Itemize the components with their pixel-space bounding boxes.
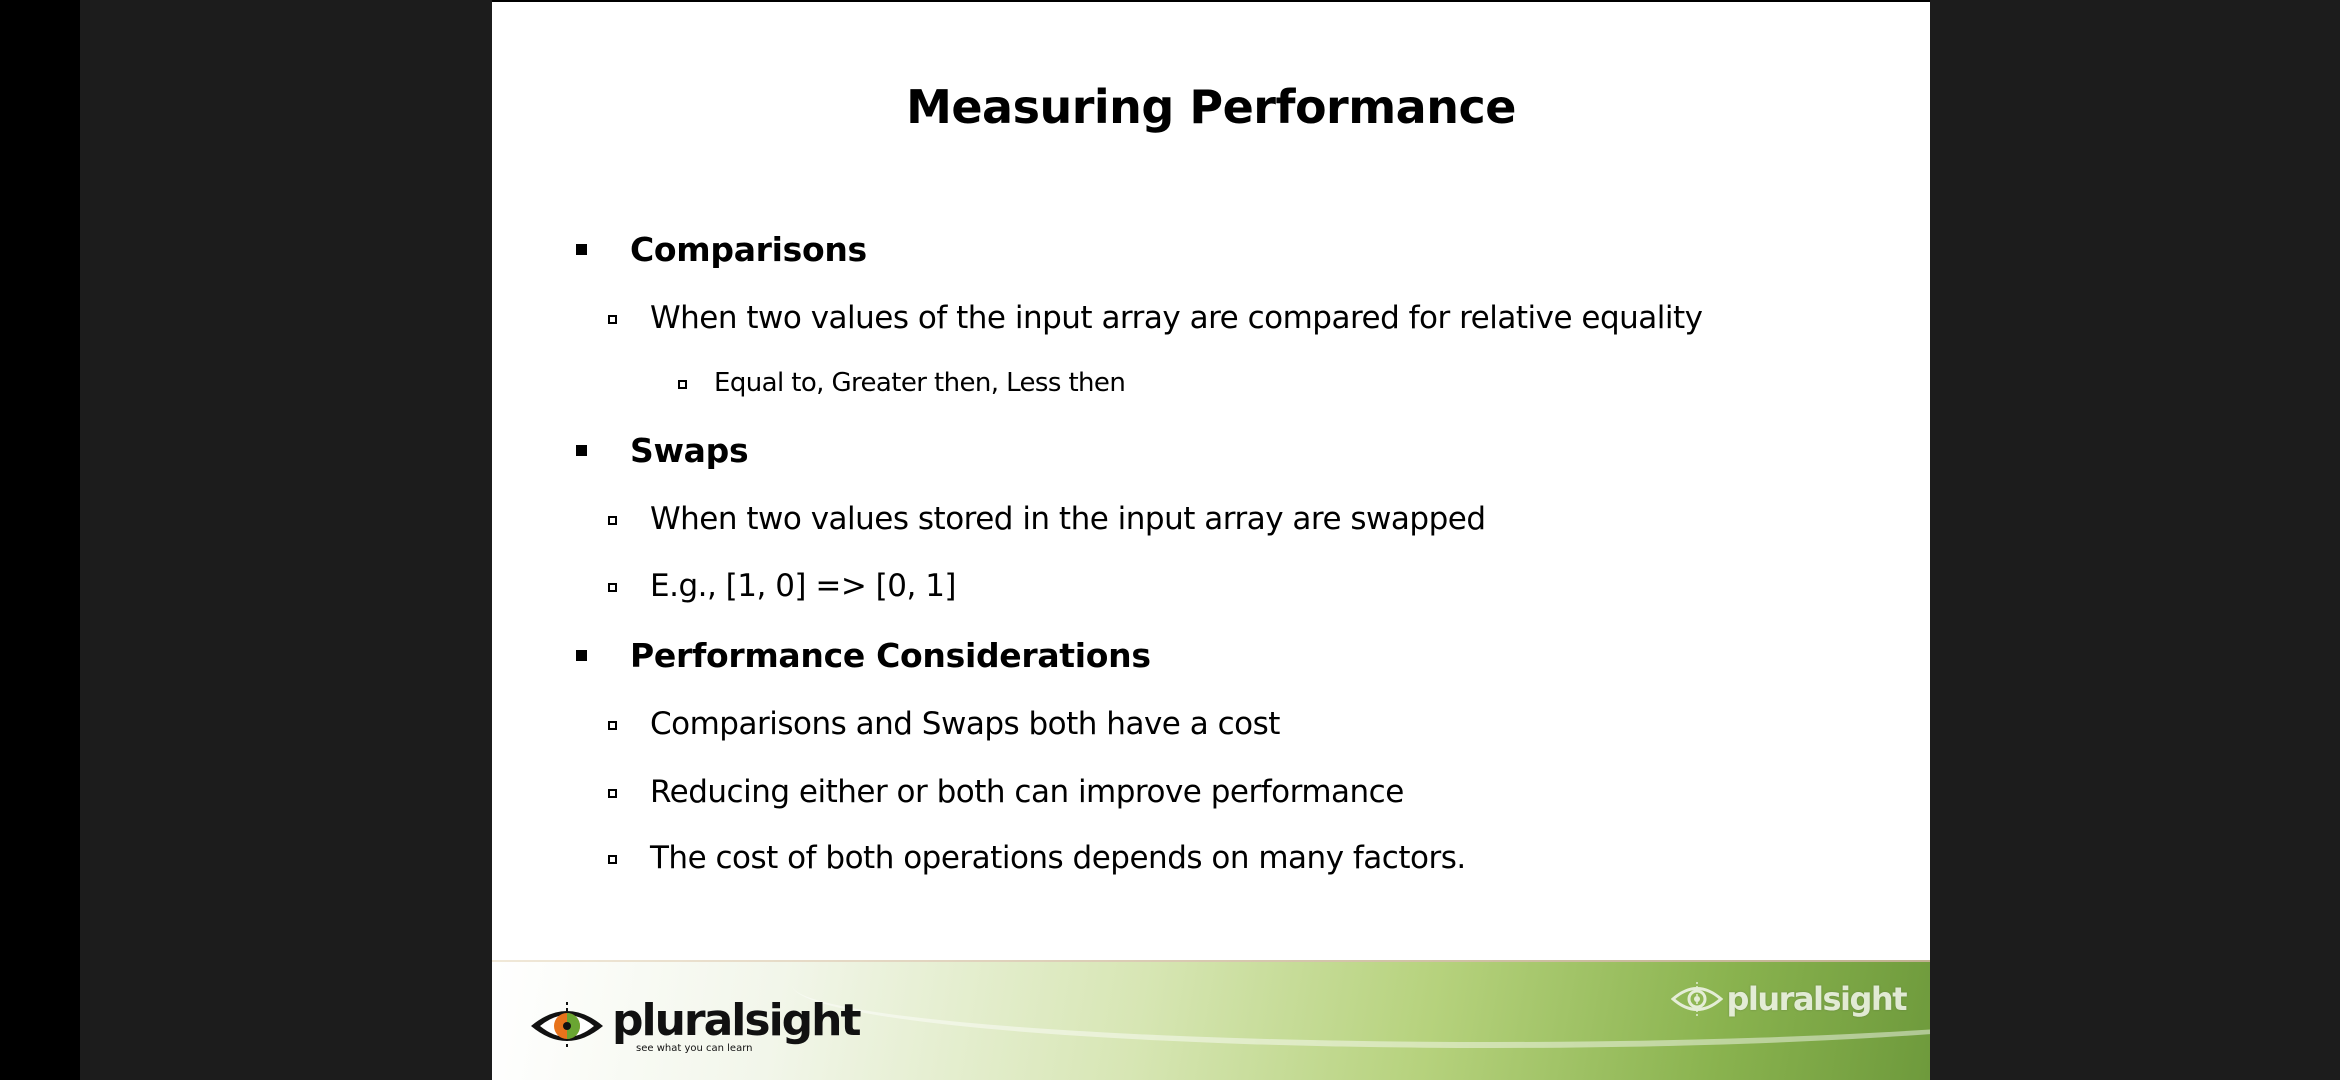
list-item-text: When two values stored in the input arra… [650, 501, 1486, 537]
list-item: Reducing either or both can improve perf… [608, 774, 1404, 810]
eye-icon [531, 1002, 603, 1050]
square-bullet-icon [576, 243, 587, 255]
presentation-slide: Measuring Performance Comparisons When t… [492, 2, 1930, 1080]
logo-wordmark: pluralsight [612, 994, 861, 1046]
hollow-square-bullet-icon [608, 583, 617, 592]
square-bullet-icon [576, 649, 587, 661]
section-heading-text: Performance Considerations [630, 636, 1151, 675]
corner-logo-wordmark: pluralsight [1726, 980, 1908, 1018]
slide-footer: pluralsight see what you can learn plura… [492, 962, 1930, 1080]
list-item-text: Reducing either or both can improve perf… [650, 774, 1404, 810]
list-item-text: E.g., [1, 0] => [0, 1] [650, 568, 957, 604]
pluralsight-logo: pluralsight see what you can learn [528, 986, 861, 1066]
right-letterbox [1930, 0, 2340, 1080]
hollow-square-bullet-icon [678, 380, 687, 389]
section-heading-comparisons: Comparisons [576, 230, 867, 269]
list-item: When two values stored in the input arra… [608, 501, 1486, 537]
list-item: E.g., [1, 0] => [0, 1] [608, 568, 957, 604]
corner-watermark-logo: pluralsight [1670, 980, 1908, 1018]
hollow-square-bullet-icon [608, 855, 617, 864]
hollow-square-bullet-icon [608, 516, 617, 525]
hollow-square-bullet-icon [608, 721, 617, 730]
footer-swoosh [792, 962, 1930, 1048]
section-heading-text: Swaps [630, 431, 749, 470]
section-heading-text: Comparisons [630, 230, 867, 269]
sub-list-item: Equal to, Greater then, Less then [678, 368, 1126, 398]
list-item-text: When two values of the input array are c… [650, 300, 1703, 336]
list-item: The cost of both operations depends on m… [608, 840, 1466, 876]
list-item: Comparisons and Swaps both have a cost [608, 706, 1280, 742]
logo-tagline: see what you can learn [636, 1042, 753, 1054]
hollow-square-bullet-icon [608, 789, 617, 798]
section-heading-swaps: Swaps [576, 431, 749, 470]
eye-icon [1670, 982, 1723, 1016]
slide-title: Measuring Performance [906, 80, 1516, 134]
sub-list-item-text: Equal to, Greater then, Less then [714, 368, 1126, 398]
list-item-text: The cost of both operations depends on m… [650, 840, 1466, 876]
left-black-margin [0, 0, 80, 1080]
hollow-square-bullet-icon [608, 315, 617, 324]
left-letterbox [80, 0, 492, 1080]
square-bullet-icon [576, 444, 587, 456]
list-item: When two values of the input array are c… [608, 300, 1703, 336]
list-item-text: Comparisons and Swaps both have a cost [650, 706, 1280, 742]
section-heading-performance-considerations: Performance Considerations [576, 636, 1151, 675]
